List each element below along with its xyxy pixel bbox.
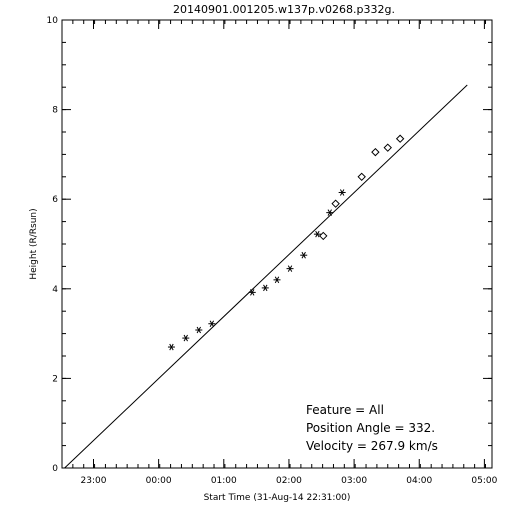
asterisk-stroke (301, 251, 306, 259)
x-tick-label: 04:00 (406, 476, 432, 486)
asterisk-stroke (274, 276, 280, 284)
asterisk-marker (208, 320, 216, 328)
asterisk-marker (261, 284, 269, 292)
annotation-label: Feature (306, 403, 355, 417)
x-tick-label: 01:00 (211, 476, 237, 486)
y-tick-label: 0 (52, 464, 58, 474)
x-axis-label: Start Time (31-Aug-14 22:31:00) (204, 493, 351, 503)
annotation-line: Feature = All (306, 403, 384, 417)
x-tick-label: 02:00 (276, 476, 302, 486)
annotation-box: Feature = All Position Angle = 332. Veloci… (306, 403, 438, 453)
y-tick-label: 8 (52, 106, 58, 116)
asterisk-marker (182, 334, 190, 342)
annotation-value: = All (355, 403, 384, 417)
plot-frame (61, 19, 493, 469)
asterisk-marker (273, 276, 281, 284)
annotation-label: Velocity (306, 439, 357, 453)
data-points (167, 134, 405, 351)
x-tick-label: 23:00 (81, 476, 107, 486)
diamond-marker (331, 199, 340, 208)
asterisk-marker (286, 265, 294, 272)
annotation-value: = 267.9 km/s (357, 439, 438, 453)
fit-line (64, 84, 468, 469)
x-axis: 23:00 00:00 01:00 02:00 03:00 04:00 05:00 (61, 20, 498, 486)
asterisk-stroke (327, 209, 332, 216)
x-tick-label: 05:00 (471, 476, 497, 486)
annotation-line: Velocity = 267.9 km/s (306, 439, 438, 453)
x-tick-label: 03:00 (341, 476, 367, 486)
asterisk-stroke (209, 320, 215, 328)
y-tick-label: 10 (47, 16, 59, 26)
asterisk-marker (326, 209, 334, 216)
diamond-marker (319, 231, 328, 241)
asterisk-stroke (263, 284, 268, 292)
asterisk-stroke (250, 289, 255, 296)
diamond-marker (357, 172, 366, 182)
y-tick-label: 4 (52, 285, 58, 295)
chart-title: 20140901.001205.w137p.v0268.p332g. (173, 3, 395, 16)
diamond-marker (395, 134, 405, 143)
y-tick-label: 2 (52, 374, 58, 384)
asterisk-stroke (169, 343, 174, 351)
asterisk-stroke (183, 334, 188, 342)
annotation-value: = 332. (395, 421, 436, 435)
asterisk-marker (167, 343, 175, 351)
fit-line-group (64, 84, 468, 469)
y-tick-label: 6 (52, 195, 58, 205)
y-axis-label: Height (R/Rsun) (29, 208, 39, 279)
asterisk-stroke (339, 189, 345, 196)
x-tick-label: 00:00 (146, 476, 172, 486)
diamond-marker (371, 147, 380, 157)
y-axis: 0 2 4 6 8 10 (47, 16, 492, 474)
asterisk-marker (248, 289, 256, 296)
asterisk-stroke (287, 265, 293, 272)
annotation-line: Position Angle = 332. (306, 421, 435, 435)
asterisk-stroke (315, 230, 320, 238)
asterisk-marker (338, 189, 346, 196)
asterisk-marker (195, 326, 203, 334)
asterisk-marker (300, 251, 308, 259)
annotation-label: Position Angle (306, 421, 395, 435)
asterisk-stroke (196, 326, 202, 334)
asterisk-marker (313, 230, 321, 238)
diamond-marker (383, 143, 392, 152)
